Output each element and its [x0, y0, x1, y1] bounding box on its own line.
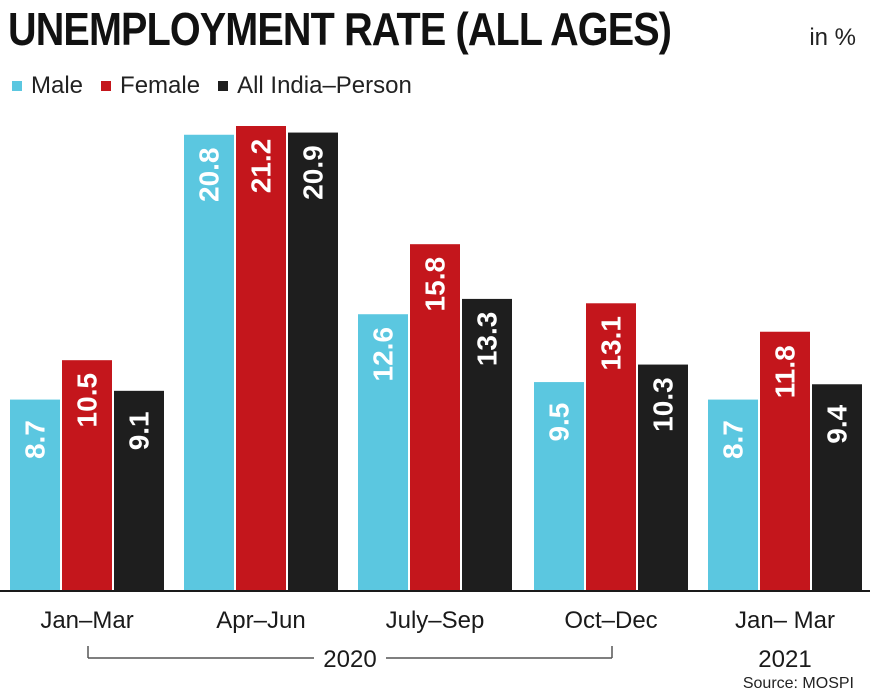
category-label-5: Jan– Mar — [735, 607, 835, 634]
value-label-all-india-4: 10.3 — [648, 377, 679, 432]
bar-all-india-4 — [638, 364, 688, 590]
bar-female-2 — [236, 126, 286, 590]
legend-item-female: Female — [101, 72, 200, 100]
bar-male-1 — [10, 399, 60, 590]
bar-female-1 — [62, 360, 112, 590]
legend-label-female: Female — [120, 72, 201, 99]
value-label-all-india-2: 20.9 — [298, 145, 329, 200]
value-label-female-4: 13.1 — [596, 316, 627, 371]
bar-all-india-3 — [462, 298, 512, 590]
category-label-1: Jan–Mar — [40, 607, 133, 634]
value-label-male-4: 9.5 — [544, 403, 575, 442]
value-label-male-3: 12.6 — [368, 327, 399, 382]
bar-male-4 — [534, 382, 584, 590]
legend: Male Female All India–Person — [12, 72, 430, 100]
bar-male-2 — [184, 134, 234, 591]
value-label-female-5: 11.8 — [770, 345, 801, 398]
legend-item-male: Male — [12, 72, 83, 100]
bar-female-4 — [586, 303, 636, 590]
value-label-all-india-3: 13.3 — [472, 312, 503, 367]
bar-all-india-5 — [812, 384, 862, 590]
year-label-2021: 2021 — [758, 646, 811, 673]
legend-swatch-male — [12, 81, 22, 91]
source-note: Source: MOSPI — [742, 675, 854, 692]
legend-swatch-all-india — [218, 81, 229, 91]
unit-label: in % — [809, 24, 856, 51]
value-label-all-india-5: 9.4 — [822, 404, 853, 443]
bar-male-5 — [708, 399, 758, 590]
legend-swatch-female — [101, 81, 112, 91]
category-label-3: July–Sep — [386, 607, 485, 634]
value-label-male-2: 20.8 — [194, 148, 225, 203]
category-label-2: Apr–Jun — [216, 607, 305, 634]
legend-label-male: Male — [31, 72, 84, 99]
bar-female-5 — [760, 331, 810, 590]
bar-male-3 — [358, 314, 408, 590]
value-label-male-1: 8.7 — [20, 420, 51, 459]
chart-title: UNEMPLOYMENT RATE (ALL AGES) — [8, 3, 672, 55]
value-label-all-india-1: 9.1 — [124, 411, 155, 450]
bar-all-india-2 — [288, 132, 338, 590]
value-label-male-5: 8.7 — [718, 420, 749, 459]
value-label-female-1: 10.5 — [72, 373, 103, 428]
legend-label-all-india: All India–Person — [237, 72, 412, 99]
year-label-2020: 2020 — [323, 646, 376, 673]
value-label-female-2: 21.2 — [246, 139, 277, 194]
category-label-4: Oct–Dec — [564, 607, 657, 634]
bar-all-india-1 — [114, 390, 164, 590]
bar-female-3 — [410, 244, 460, 591]
value-label-female-3: 15.8 — [420, 257, 451, 312]
legend-item-all-india: All India–Person — [218, 72, 412, 100]
